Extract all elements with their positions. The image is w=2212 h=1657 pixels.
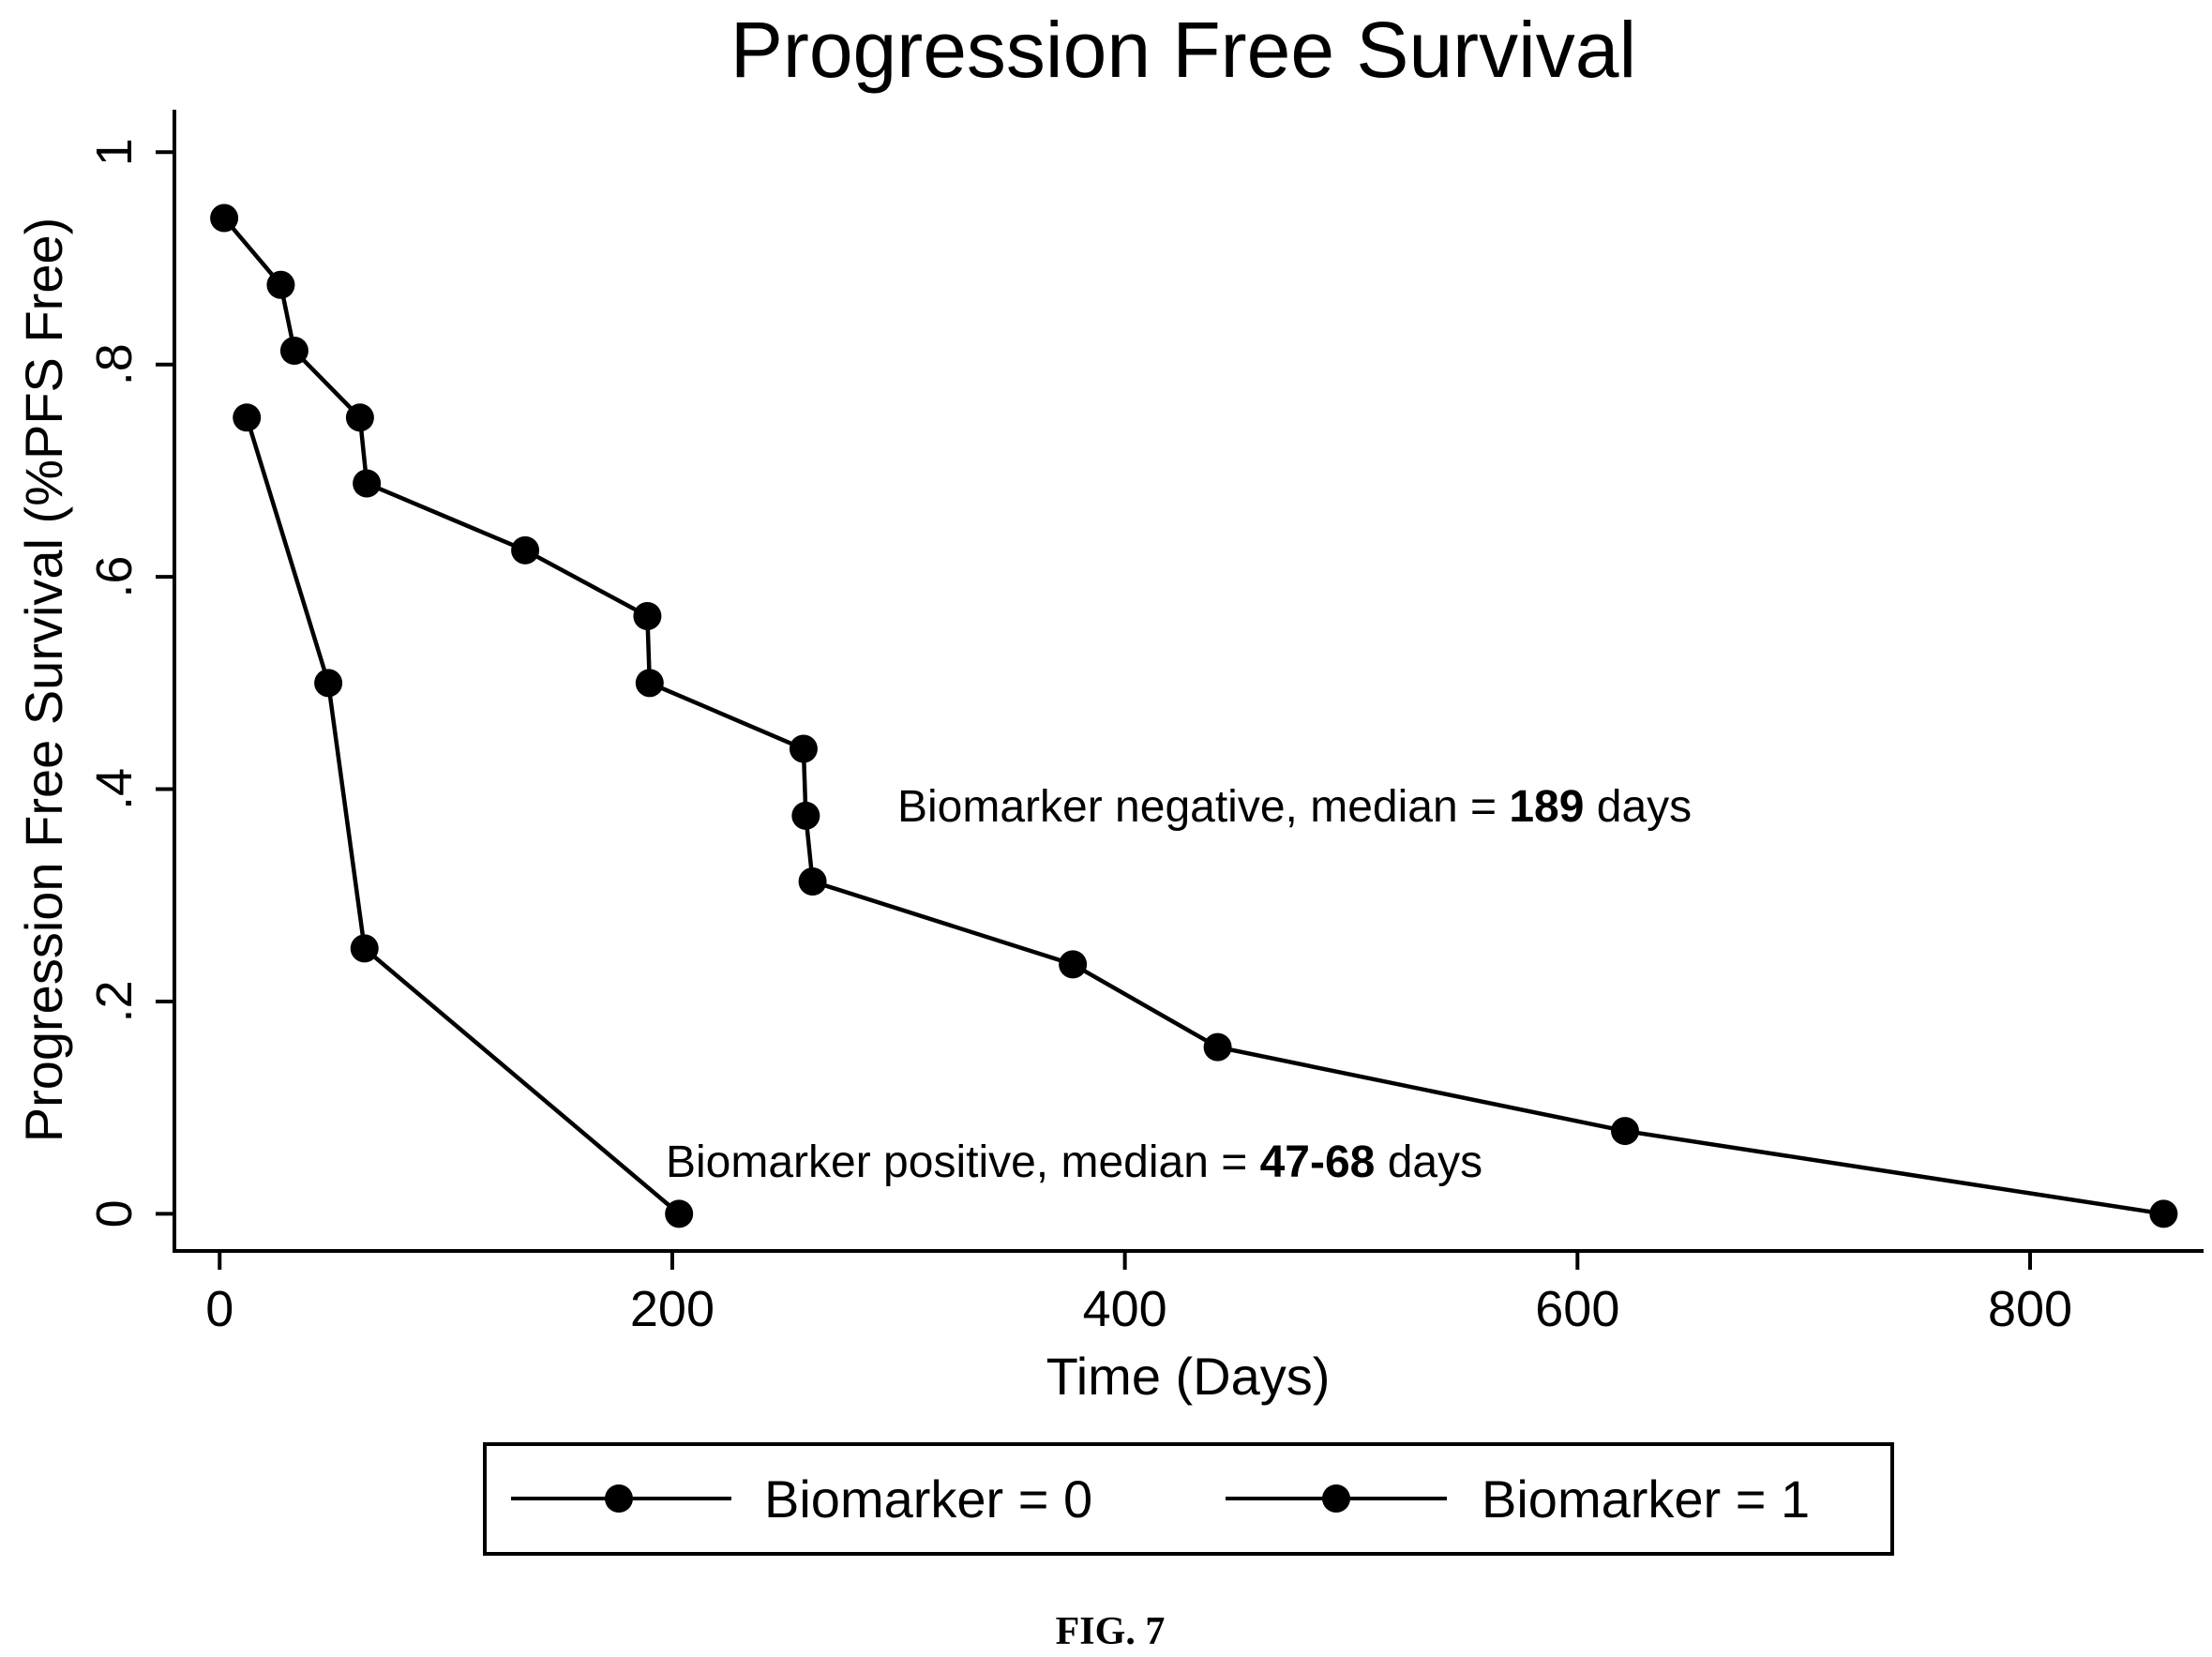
annotation-positive-suffix: days — [1375, 1137, 1482, 1187]
annotation-negative-suffix: days — [1584, 782, 1692, 832]
figure-label: FIG. 7 — [1056, 1610, 1166, 1653]
data-point-biomarker-0 — [210, 203, 239, 233]
data-point-biomarker-0 — [353, 469, 382, 498]
plot-series — [210, 203, 2178, 1228]
annotation-positive-median: 47-68 — [1260, 1137, 1376, 1187]
y-tick-label: 0 — [86, 1199, 143, 1228]
series-line-biomarker-0 — [222, 217, 2164, 1216]
legend-item-biomarker-1: Biomarker = 1 — [1226, 1469, 1810, 1529]
legend-item-biomarker-0: Biomarker = 0 — [511, 1469, 1092, 1529]
legend-label-biomarker-0: Biomarker = 0 — [764, 1469, 1092, 1529]
y-axis: 0 .2 .4 .6 .8 1 — [86, 110, 176, 1253]
legend-box — [483, 1442, 1894, 1556]
data-point-biomarker-1 — [233, 403, 262, 432]
data-point-biomarker-0 — [266, 270, 295, 299]
x-tick-label: 0 — [205, 1281, 233, 1337]
data-point-biomarker-0 — [345, 403, 374, 432]
series-line-biomarker-1 — [245, 416, 681, 1216]
data-point-biomarker-1 — [350, 934, 379, 963]
x-ticks: 0 200 400 600 800 — [205, 1251, 2072, 1337]
legend-label-biomarker-1: Biomarker = 1 — [1482, 1469, 1810, 1529]
y-ticks: 0 .2 .4 .6 .8 1 — [86, 138, 174, 1228]
y-tick-label: .2 — [86, 980, 143, 1022]
y-tick-label: 1 — [86, 138, 143, 166]
y-tick-label: .4 — [86, 768, 143, 810]
x-tick-label: 400 — [1083, 1281, 1167, 1337]
data-point-biomarker-0 — [635, 669, 664, 698]
data-point-biomarker-0 — [789, 734, 818, 763]
data-point-biomarker-0 — [791, 801, 820, 830]
legend: Biomarker = 0 Biomarker = 1 — [483, 1442, 1894, 1556]
data-point-biomarker-0 — [279, 336, 308, 365]
y-tick-label: .8 — [86, 343, 143, 385]
legend-marker-biomarker-1 — [1322, 1484, 1350, 1513]
series-biomarker-1 — [233, 403, 694, 1228]
x-tick-label: 200 — [630, 1281, 715, 1337]
data-point-biomarker-0 — [798, 867, 827, 896]
x-tick-label: 800 — [1988, 1281, 2072, 1337]
annotation-negative-median: 189 — [1509, 782, 1584, 832]
annotation-negative-prefix: Biomarker negative, median = — [897, 782, 1509, 832]
y-tick-label: .6 — [86, 556, 143, 598]
annotation-biomarker-negative: Biomarker negative, median = 189 days — [897, 782, 1692, 832]
chart-title: Progression Free Survival — [730, 6, 1636, 94]
data-point-biomarker-0 — [1610, 1117, 1639, 1146]
data-point-biomarker-0 — [511, 535, 540, 565]
data-point-biomarker-0 — [1059, 950, 1088, 979]
data-point-biomarker-1 — [665, 1199, 694, 1228]
x-axis: 0 200 400 600 800 — [173, 1249, 2204, 1337]
annotation-biomarker-positive: Biomarker positive, median = 47-68 days — [666, 1137, 1482, 1187]
x-axis-label: Time (Days) — [1046, 1347, 1331, 1406]
data-point-biomarker-0 — [633, 602, 662, 631]
series-biomarker-0 — [210, 203, 2178, 1228]
y-axis-label: Progression Free Survival (%PFS Free) — [14, 218, 73, 1143]
data-point-biomarker-0 — [2149, 1199, 2178, 1228]
x-tick-label: 600 — [1535, 1281, 1619, 1337]
annotation-positive-prefix: Biomarker positive, median = — [666, 1137, 1260, 1187]
legend-marker-biomarker-0 — [605, 1484, 633, 1513]
data-point-biomarker-0 — [1203, 1032, 1232, 1062]
data-point-biomarker-1 — [314, 669, 343, 698]
